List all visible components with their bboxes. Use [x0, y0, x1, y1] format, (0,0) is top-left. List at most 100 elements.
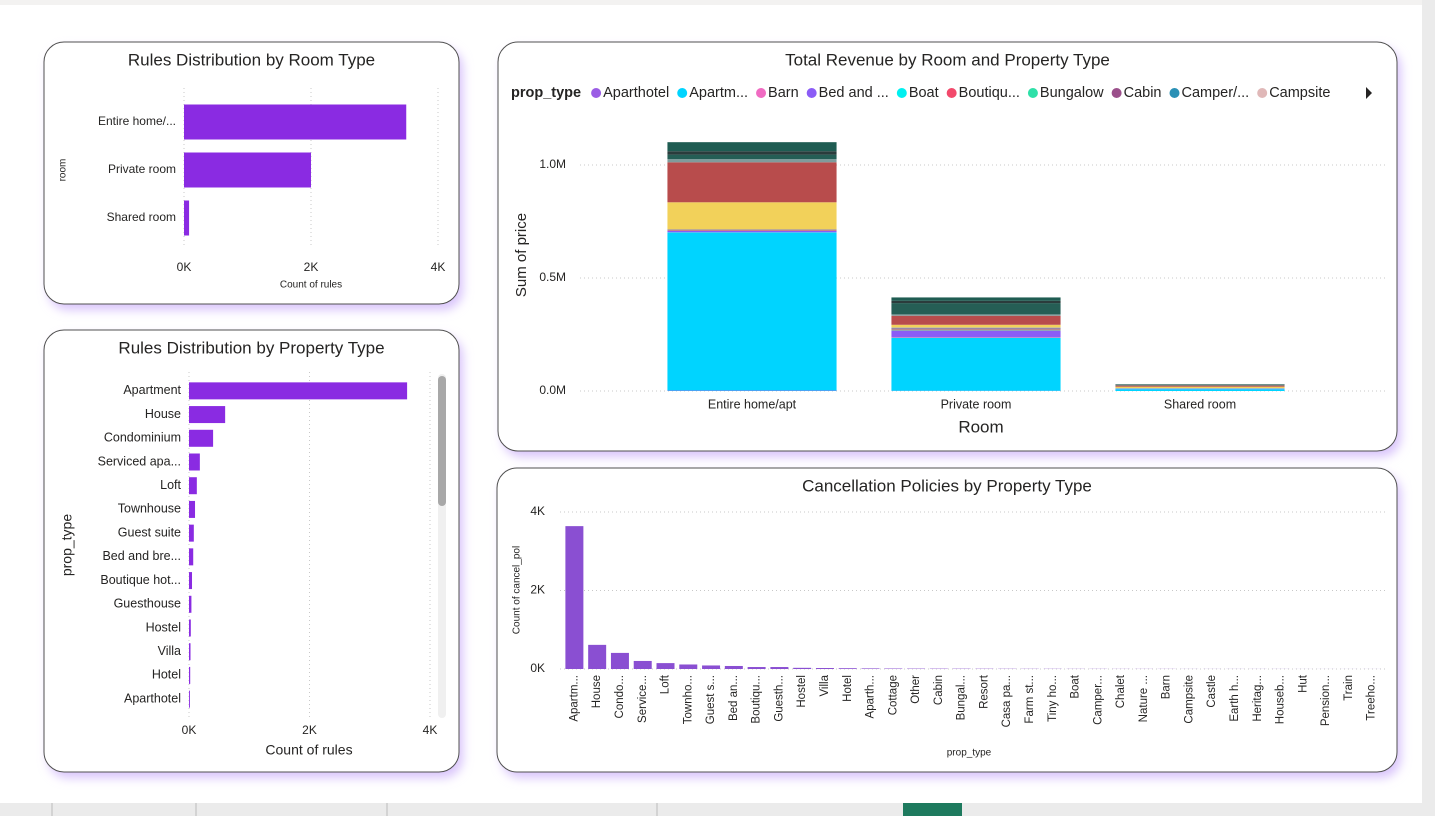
- card: [43, 329, 460, 773]
- y-tick-label: Hotel: [152, 668, 181, 682]
- x-tick-label: 2K: [302, 723, 317, 737]
- bar-segment: [891, 314, 1061, 316]
- bar: [189, 477, 197, 495]
- bar-segment: [891, 297, 1061, 301]
- y-tick-label: Boutique hot...: [100, 573, 181, 587]
- x-tick-label: 2K: [304, 260, 319, 274]
- legend-swatch: [591, 88, 602, 98]
- bar: [189, 619, 191, 637]
- bar: [189, 572, 193, 590]
- y-tick-label: Apartment: [123, 383, 181, 397]
- x-tick-label: Heritag...: [1252, 675, 1264, 722]
- bar: [184, 200, 190, 236]
- x-tick-label: Treeho...: [1366, 675, 1378, 721]
- bar-segment: [667, 151, 837, 155]
- bar: [189, 524, 194, 542]
- bar: [815, 668, 834, 669]
- legend-label: Camper/...: [1182, 85, 1250, 101]
- x-tick-label: Hotel: [842, 675, 854, 702]
- bar-segment: [667, 230, 837, 233]
- x-axis-label: Room: [958, 417, 1003, 436]
- active-tab[interactable]: [903, 803, 962, 816]
- bar: [793, 667, 812, 669]
- y-tick-label: Guesthouse: [114, 597, 181, 611]
- y-axis-label: Sum of price: [513, 213, 530, 297]
- x-tick-label: Service...: [637, 675, 649, 723]
- bar: [189, 548, 194, 566]
- legend-swatch: [1027, 88, 1038, 98]
- bar: [679, 664, 698, 669]
- legend-label: Aparthotel: [603, 85, 669, 101]
- bar: [610, 652, 629, 669]
- bar-segment: [891, 337, 1061, 391]
- x-tick-label: Cottage: [887, 675, 899, 715]
- chart-title: Total Revenue by Room and Property Type: [785, 50, 1110, 69]
- bar: [189, 382, 408, 400]
- bar-segment: [667, 154, 837, 160]
- y-tick-label: 0K: [530, 661, 545, 675]
- bar: [565, 526, 584, 669]
- bar: [189, 406, 226, 424]
- x-tick-label: Farm st...: [1024, 675, 1036, 724]
- bar: [189, 690, 190, 708]
- legend-label: Bed and ...: [819, 85, 889, 101]
- y-axis-label: prop_type: [59, 514, 75, 576]
- legend-title: prop_type: [511, 85, 581, 101]
- bar-segment: [891, 300, 1061, 304]
- x-tick-label: Hut: [1297, 674, 1309, 693]
- legend-swatch: [946, 88, 957, 98]
- bar-segment: [891, 329, 1061, 331]
- x-tick-label: Campsite: [1183, 675, 1195, 724]
- y-tick-label: Guest suite: [118, 525, 181, 539]
- x-tick-label: Castle: [1206, 675, 1218, 708]
- legend-swatch: [677, 88, 688, 98]
- chart-title: Rules Distribution by Property Type: [118, 338, 384, 357]
- x-tick-label: Aparth...: [865, 675, 877, 718]
- x-axis-label: prop_type: [947, 748, 992, 759]
- legend-next-arrow[interactable]: [1366, 87, 1372, 99]
- bar: [770, 667, 789, 669]
- top-bar: [0, 0, 1435, 5]
- legend-label: Boat: [909, 85, 939, 101]
- bar-segment: [891, 303, 1061, 315]
- y-tick-label: Bed and bre...: [102, 549, 181, 563]
- x-tick-label: Earth h...: [1229, 675, 1241, 722]
- y-tick-label: 1.0M: [539, 157, 566, 171]
- bar-segment: [667, 159, 837, 163]
- legend-swatch: [1257, 88, 1268, 98]
- y-tick-label: Aparthotel: [124, 691, 181, 705]
- x-tick-label: Guest s...: [705, 675, 717, 724]
- x-tick-label: Villa: [819, 674, 831, 696]
- y-tick-label: Villa: [158, 644, 181, 658]
- y-tick-label: Loft: [160, 478, 181, 492]
- x-axis-label: Count of rules: [280, 280, 342, 291]
- x-tick-label: Townho...: [682, 675, 694, 724]
- x-tick-label: Apartm...: [568, 675, 580, 722]
- x-tick-label: Resort: [978, 674, 990, 709]
- y-tick-label: Townhouse: [118, 502, 181, 516]
- scrollbar-thumb[interactable]: [438, 376, 446, 506]
- y-tick-label: Serviced apa...: [98, 454, 181, 468]
- y-axis-label: Count of cancel_pol: [512, 546, 523, 634]
- bar: [861, 668, 880, 669]
- legend-swatch: [896, 88, 907, 98]
- bar-segment: [891, 324, 1061, 328]
- legend-swatch: [1169, 88, 1180, 98]
- x-tick-label: Casa pa...: [1001, 675, 1013, 727]
- legend-label: Boutiqu...: [959, 85, 1020, 101]
- x-tick-label: Nature ...: [1138, 675, 1150, 722]
- x-tick-label: Shared room: [1164, 397, 1236, 411]
- card: [496, 467, 1398, 773]
- bar-segment: [1115, 385, 1285, 387]
- x-tick-label: 4K: [431, 260, 446, 274]
- x-tick-label: Loft: [660, 674, 672, 694]
- x-tick-label: Tiny ho...: [1047, 675, 1059, 722]
- legend-swatch: [806, 88, 817, 98]
- x-tick-label: Entire home/apt: [708, 397, 797, 411]
- bar: [588, 644, 607, 669]
- bar-segment: [891, 315, 1061, 325]
- x-tick-label: Cabin: [933, 675, 945, 705]
- x-tick-label: Guesth...: [773, 675, 785, 722]
